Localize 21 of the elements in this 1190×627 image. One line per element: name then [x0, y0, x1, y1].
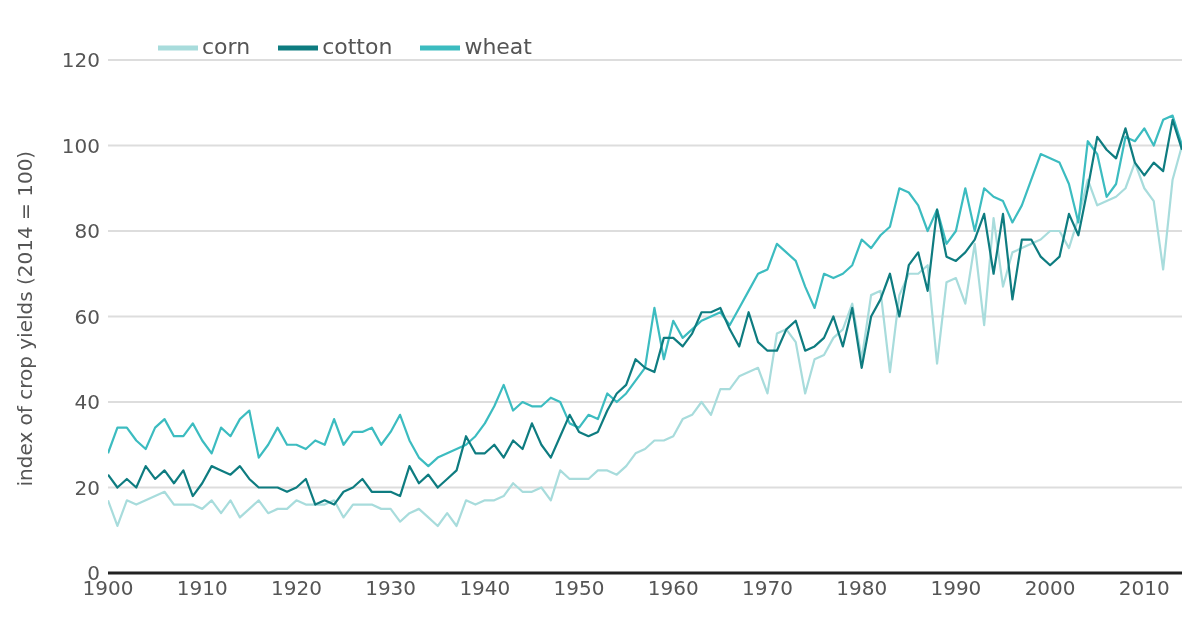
y-tick-label: 120 [61, 48, 100, 73]
x-tick-label: 1960 [647, 576, 699, 601]
y-tick-label: 80 [74, 219, 100, 244]
x-tick-label: 1970 [742, 576, 793, 601]
x-tick-label: 1910 [176, 576, 228, 601]
y-tick-label: 60 [74, 304, 100, 329]
y-tick-label: 40 [74, 390, 100, 415]
legend-label: corn [202, 34, 251, 59]
legend-label: wheat [464, 34, 532, 59]
x-tick-label: 1980 [836, 576, 888, 601]
x-tick-label: 1940 [459, 576, 511, 601]
y-tick-label: 100 [61, 133, 100, 158]
x-tick-label: 1950 [553, 576, 605, 601]
legend-label: cotton [322, 34, 393, 59]
y-axis-title: index of crop yields (2014 = 100) [13, 150, 38, 487]
x-tick-label: 2010 [1118, 576, 1170, 601]
x-tick-label: 1920 [270, 576, 322, 601]
y-tick-label: 20 [74, 475, 100, 500]
x-tick-label: 2000 [1024, 576, 1076, 601]
x-tick-label: 1930 [365, 576, 417, 601]
x-tick-label: 1990 [930, 576, 982, 601]
